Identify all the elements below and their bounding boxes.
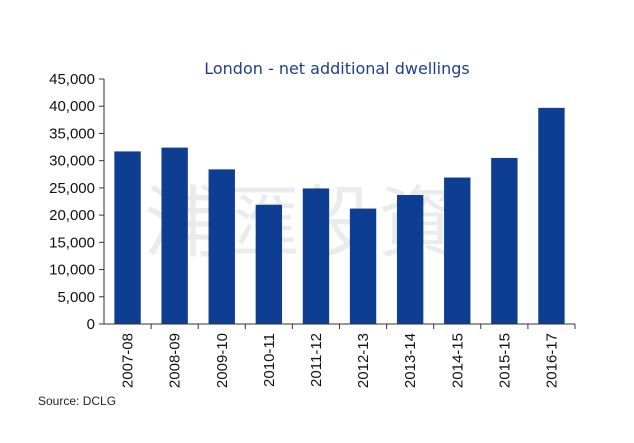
x-tick-label: 2012-13 (355, 333, 372, 388)
y-tick-label: 45,000 (49, 71, 95, 88)
bar-2007-08 (114, 151, 141, 324)
y-tick-label: 10,000 (49, 262, 95, 279)
x-tick-label: 2009-10 (214, 333, 231, 388)
bar-2012-13 (349, 208, 377, 324)
y-tick-label: 20,000 (49, 207, 95, 224)
y-tick-label: 35,000 (49, 125, 95, 142)
bar-2011-12 (302, 188, 330, 324)
x-tick-label: 2014-15 (449, 333, 466, 388)
bar-2008-09 (161, 147, 188, 324)
bar-2009-10 (208, 169, 235, 324)
x-tick-label: 2008-09 (167, 333, 184, 388)
y-tick-label: 25,000 (49, 180, 95, 197)
x-tick-label: 2015-15 (496, 333, 513, 388)
x-tick-label: 2013-14 (402, 333, 419, 388)
y-tick-label: 40,000 (49, 98, 95, 115)
bar-2010-11 (255, 204, 283, 324)
bar-2013-14 (396, 194, 424, 324)
x-tick-label: 2011-12 (308, 333, 325, 387)
y-tick-label: 5,000 (57, 289, 95, 306)
bar-2016-17 (538, 107, 565, 324)
chart-title: London - net additional dwellings (204, 59, 470, 78)
x-tick-label: 2007-08 (120, 333, 137, 388)
source-note: Source: DCLG (38, 394, 117, 408)
y-tick-label: 15,000 (49, 234, 95, 251)
bar-2014-15 (444, 177, 471, 324)
x-tick-label: 2010-11 (261, 333, 278, 387)
x-tick-label: 2016-17 (543, 333, 560, 388)
bar-2015-15 (491, 157, 518, 324)
y-tick-label: 30,000 (49, 153, 95, 170)
y-tick-label: 0 (87, 316, 95, 333)
